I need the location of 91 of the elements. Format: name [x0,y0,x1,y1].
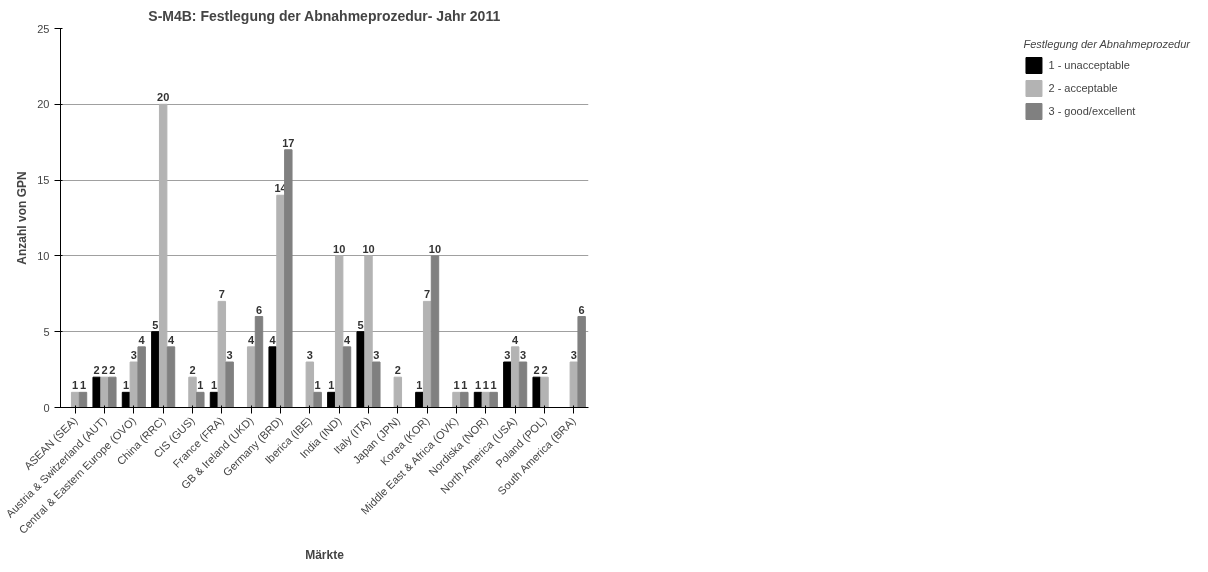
data-label: 3 [226,349,233,362]
legend-title: Festlegung der Abnahmeprozedur [1023,38,1190,50]
data-label: 20 [157,91,170,104]
bar [393,376,403,408]
y-tick-label: 20 [37,98,50,111]
bar [166,346,176,408]
data-label: 1 [122,379,130,392]
y-tick-label: 10 [37,249,50,262]
bar [540,376,549,408]
bar [158,103,168,408]
bar [460,391,469,408]
data-label: 7 [218,288,225,301]
bar [100,376,109,408]
bar [481,391,491,408]
bar [510,346,520,408]
bar [489,391,498,408]
data-label: 6 [578,303,585,316]
bar [577,316,586,408]
bar [364,255,373,408]
bar [246,346,256,408]
bar [108,376,117,408]
data-label: 1 [474,379,482,392]
bar [284,149,293,408]
data-label: 1 [328,379,335,392]
data-label: 2 [189,364,196,377]
bar [217,300,227,408]
bar [254,316,264,408]
y-tick-label: 15 [37,174,50,187]
bar [137,346,146,408]
data-label: 2 [533,364,540,377]
data-label: 2 [101,364,108,377]
bar [196,391,205,408]
bar [225,361,234,408]
data-label: 4 [269,333,277,346]
data-label: 10 [333,242,346,255]
bar [276,194,285,408]
data-label: 2 [93,364,100,377]
data-label: 1 [482,379,489,392]
bar [430,255,440,408]
data-label: 3 [130,349,137,362]
bar [78,391,88,408]
x-axis-title: Märkte [305,548,345,563]
bar [569,361,579,408]
y-tick-label: 25 [37,22,50,35]
bar [452,391,461,408]
data-label: 1 [79,379,87,392]
data-label: 6 [255,303,263,316]
data-label: 1 [314,379,321,392]
bar [518,361,528,408]
data-label: 7 [424,288,431,301]
bar [313,391,322,408]
data-label: 10 [362,242,375,255]
bar [334,255,344,408]
bar [70,391,80,408]
data-label: 1 [490,379,497,392]
bar [422,300,432,408]
data-label: 17 [282,136,295,149]
legend-label: 2 - acceptable [1048,82,1118,94]
data-label: 2 [109,364,116,377]
data-label: 4 [343,333,351,346]
data-label: 3 [504,349,511,362]
y-tick-label: 0 [43,401,50,414]
data-label: 3 [570,349,577,362]
legend-label: 3 - good/excellent [1048,105,1136,117]
data-label: 3 [519,349,527,362]
data-label: 1 [72,379,79,392]
bar [305,361,315,408]
bar [372,361,381,408]
data-label: 5 [152,318,159,331]
data-label: 5 [357,318,364,331]
y-tick-label: 5 [43,325,50,338]
data-label: 1 [461,379,468,392]
data-label: 1 [453,379,460,392]
y-axis-title: Anzahl von GPN [15,171,30,265]
bar [188,376,197,408]
bar [342,346,352,408]
data-label: 2 [394,364,401,377]
data-label: 3 [373,349,380,362]
data-label: 3 [306,349,313,362]
data-label: 2 [541,364,548,377]
data-label: 4 [167,333,175,346]
data-label: 4 [248,333,256,346]
chart-title: S-M4B: Festlegung der Abnahmeprozedur- Jahr 2011 [148,7,501,24]
data-label: 4 [138,333,146,346]
data-label: 1 [210,379,218,392]
data-label: 1 [197,379,204,392]
data-label: 4 [512,333,520,346]
legend-label: 1 - unacceptable [1048,59,1130,71]
bar [129,361,139,408]
data-label: 1 [416,379,423,392]
data-label: 10 [428,242,442,255]
